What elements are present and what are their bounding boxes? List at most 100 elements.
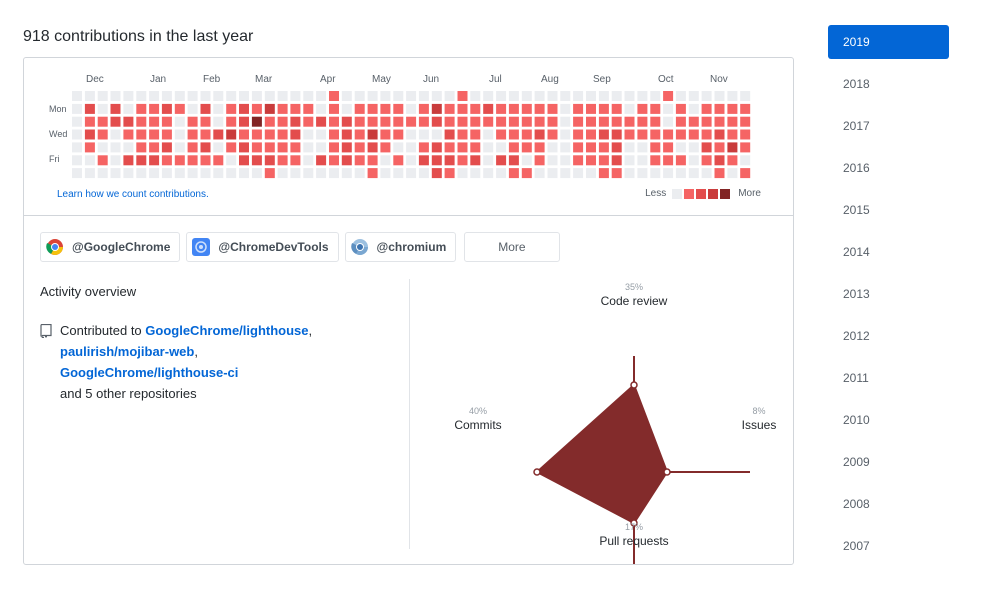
contribution-day[interactable] [213,168,224,179]
contribution-day[interactable] [226,103,237,114]
contribution-day[interactable] [598,168,609,179]
contribution-day[interactable] [457,142,468,153]
contribution-day[interactable] [264,168,275,179]
repo-link[interactable]: GoogleChrome/lighthouse [145,323,309,338]
year-link-2012[interactable]: 2012 [828,319,949,361]
contribution-day[interactable] [496,116,507,127]
contribution-day[interactable] [149,168,160,179]
contribution-day[interactable] [637,103,648,114]
contribution-day[interactable] [611,155,622,166]
contribution-day[interactable] [444,155,455,166]
contribution-day[interactable] [675,155,686,166]
year-link-2007[interactable]: 2007 [828,529,949,571]
contribution-day[interactable] [380,155,391,166]
contribution-day[interactable] [329,116,339,127]
contribution-day[interactable] [239,116,249,127]
contribution-day[interactable] [586,103,596,114]
contribution-day[interactable] [483,116,494,127]
contribution-day[interactable] [367,91,378,101]
contribution-day[interactable] [444,91,455,101]
contribution-day[interactable] [97,91,108,101]
contribution-day[interactable] [213,116,224,127]
contribution-day[interactable] [727,116,738,127]
contribution-day[interactable] [213,155,224,166]
contribution-day[interactable] [406,103,417,114]
contribution-day[interactable] [598,155,609,166]
contribution-day[interactable] [431,103,442,114]
contribution-day[interactable] [277,155,288,166]
contribution-day[interactable] [72,155,82,166]
contribution-day[interactable] [213,129,224,140]
contribution-day[interactable] [586,116,596,127]
contribution-day[interactable] [573,129,584,140]
org-filter-chromedevtools[interactable]: @ChromeDevTools [186,232,339,262]
contribution-day[interactable] [624,116,635,127]
year-link-2011[interactable]: 2011 [828,361,949,403]
year-link-2014[interactable]: 2014 [828,235,949,277]
contribution-day[interactable] [200,155,211,166]
contribution-day[interactable] [508,91,519,101]
contribution-day[interactable] [624,129,635,140]
contribution-day[interactable] [688,116,699,127]
contribution-day[interactable] [123,168,134,179]
contribution-day[interactable] [586,129,596,140]
contribution-day[interactable] [226,142,237,153]
contribution-day[interactable] [251,155,262,166]
contribution-day[interactable] [251,116,262,127]
contribution-day[interactable] [226,155,237,166]
contribution-day[interactable] [251,103,262,114]
contribution-day[interactable] [239,142,249,153]
contribution-day[interactable] [470,168,481,179]
contribution-day[interactable] [547,116,558,127]
contribution-day[interactable] [380,168,391,179]
contribution-day[interactable] [393,142,404,153]
contribution-day[interactable] [174,91,185,101]
contribution-day[interactable] [367,116,378,127]
contribution-day[interactable] [200,91,211,101]
contribution-day[interactable] [534,116,545,127]
contribution-day[interactable] [213,103,224,114]
contribution-day[interactable] [701,142,712,153]
contribution-day[interactable] [663,155,674,166]
contribution-day[interactable] [496,168,507,179]
contribution-day[interactable] [573,91,584,101]
contribution-day[interactable] [508,129,519,140]
contribution-day[interactable] [367,103,378,114]
contribution-day[interactable] [650,142,661,153]
contribution-day[interactable] [277,129,288,140]
contribution-day[interactable] [727,103,738,114]
contribution-day[interactable] [483,168,494,179]
contribution-day[interactable] [560,168,571,179]
contribution-day[interactable] [174,116,185,127]
contribution-day[interactable] [251,129,262,140]
contribution-day[interactable] [470,129,481,140]
contribution-day[interactable] [316,129,327,140]
contribution-day[interactable] [187,129,198,140]
contribution-day[interactable] [573,116,584,127]
contribution-day[interactable] [226,91,237,101]
contribution-day[interactable] [521,155,532,166]
contribution-day[interactable] [714,91,725,101]
contribution-day[interactable] [136,129,147,140]
year-link-2013[interactable]: 2013 [828,277,949,319]
contribution-day[interactable] [740,116,751,127]
year-link-2019[interactable]: 2019 [828,25,949,59]
contribution-day[interactable] [521,116,532,127]
contribution-day[interactable] [110,142,121,153]
contribution-day[interactable] [226,168,237,179]
contribution-day[interactable] [290,91,301,101]
contribution-day[interactable] [354,129,365,140]
contribution-day[interactable] [675,103,686,114]
contribution-day[interactable] [161,116,172,127]
contribution-day[interactable] [187,168,198,179]
contribution-day[interactable] [560,116,571,127]
contribution-day[interactable] [72,103,82,114]
contribution-day[interactable] [508,155,519,166]
contribution-day[interactable] [650,116,661,127]
contribution-day[interactable] [72,129,82,140]
contribution-day[interactable] [239,168,249,179]
contribution-day[interactable] [110,91,121,101]
contribution-day[interactable] [341,155,352,166]
contribution-day[interactable] [534,91,545,101]
contribution-day[interactable] [547,142,558,153]
